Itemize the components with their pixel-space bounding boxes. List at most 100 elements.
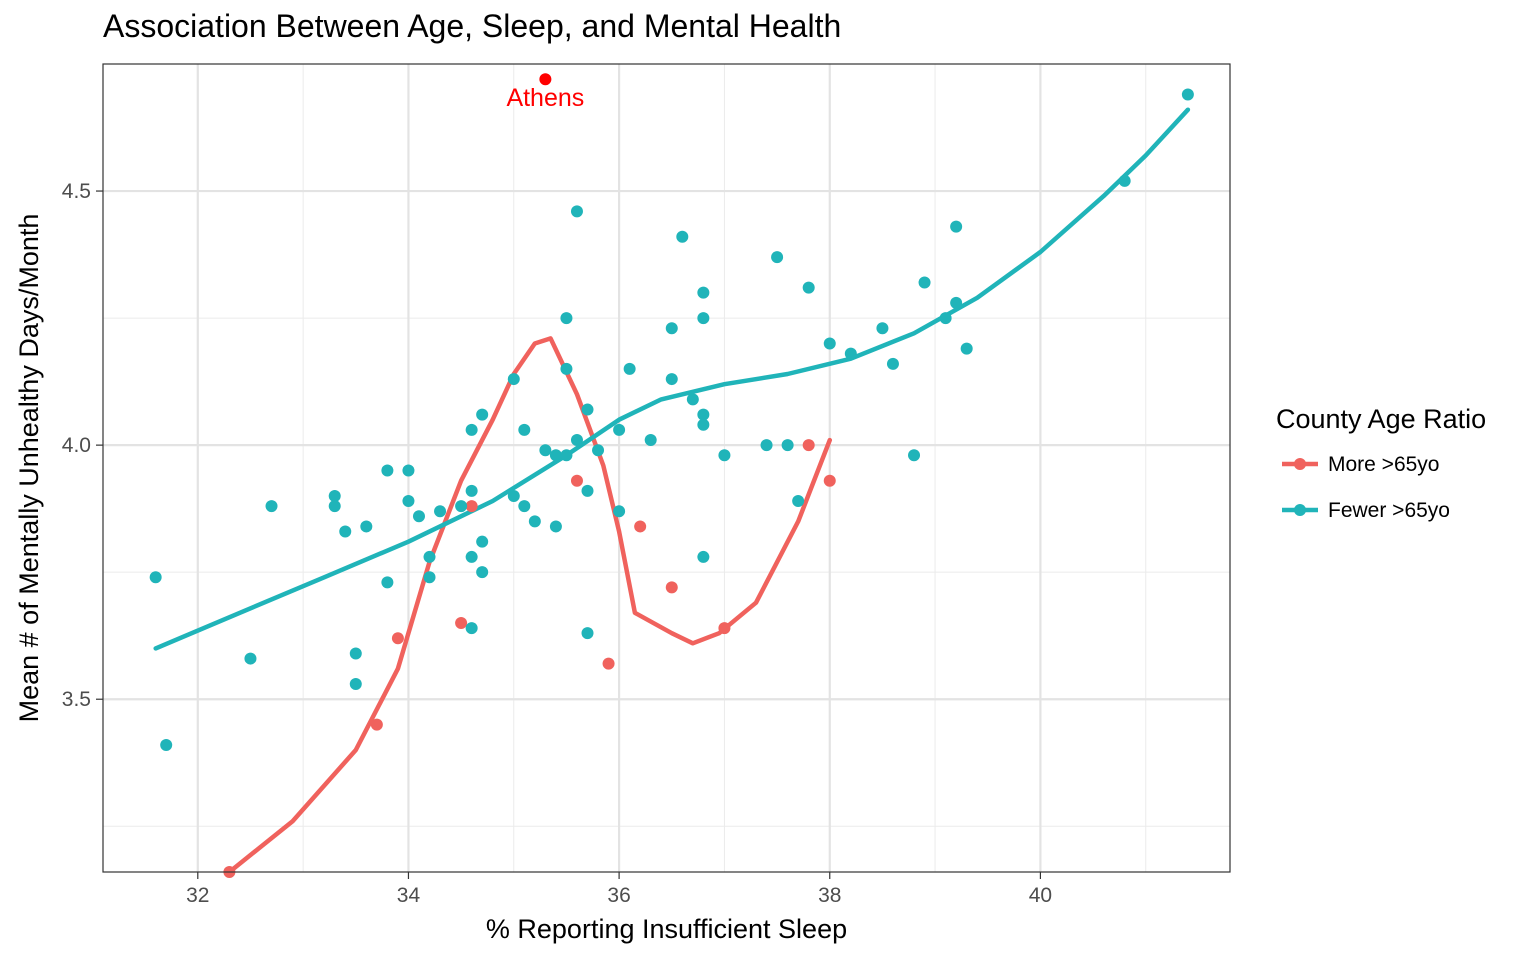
data-point: [465, 622, 478, 635]
data-point: [339, 525, 352, 538]
data-point: [581, 403, 594, 416]
data-point: [718, 622, 731, 635]
data-point: [908, 449, 921, 462]
smooth-lines: [153, 107, 1191, 875]
data-point: [455, 616, 468, 629]
data-point: [960, 342, 973, 355]
data-point: [455, 500, 468, 513]
data-point: [665, 322, 678, 335]
data-point: [349, 677, 362, 690]
data-point: [423, 571, 436, 584]
data-point: [518, 500, 531, 513]
data-point: [950, 220, 963, 233]
data-point: [360, 520, 373, 533]
data-point: [697, 312, 710, 325]
data-point: [402, 464, 415, 477]
data-point: [370, 718, 383, 731]
data-point: [412, 510, 425, 523]
y-tick-label: 4.0: [62, 434, 91, 457]
grid-minor: [103, 64, 1230, 872]
data-point: [876, 322, 889, 335]
y-axis: 3.5 4.0 4.5: [62, 180, 103, 711]
data-point: [665, 373, 678, 386]
data-point: [623, 362, 636, 375]
smooth-line: [153, 107, 1191, 651]
x-tick-label: 32: [186, 884, 209, 907]
data-point: [265, 500, 278, 513]
data-point: [581, 627, 594, 640]
data-point: [528, 515, 541, 528]
smooth-line: [227, 336, 833, 875]
data-point: [465, 423, 478, 436]
x-tick-label: 40: [1029, 884, 1052, 907]
data-point: [886, 357, 899, 370]
data-point: [950, 296, 963, 309]
data-point: [391, 632, 404, 645]
data-point: [539, 444, 552, 457]
x-tick-label: 36: [607, 884, 630, 907]
data-point: [570, 434, 583, 447]
x-axis-label: % Reporting Insufficient Sleep: [486, 914, 847, 944]
data-point: [381, 576, 394, 589]
data-point: [244, 652, 257, 665]
data-point: [465, 550, 478, 563]
data-point: [823, 474, 836, 487]
data-point: [602, 657, 615, 670]
data-point: [697, 286, 710, 299]
legend-item-label: Fewer >65yo: [1328, 499, 1450, 522]
data-point: [349, 647, 362, 660]
data-point: [549, 520, 562, 533]
highlight-annotation: Athens: [506, 73, 584, 112]
data-point: [560, 312, 573, 325]
legend-key-point: [1294, 458, 1306, 470]
data-point: [465, 500, 478, 513]
data-point: [560, 362, 573, 375]
legend-item-label: More >65yo: [1328, 453, 1439, 476]
y-axis-label: Mean # of Mentally Unhealthy Days/Month: [14, 214, 44, 723]
data-point: [802, 281, 815, 294]
data-point: [844, 347, 857, 360]
data-point: [328, 489, 341, 502]
legend: County Age Ratio More >65yo Fewer >65yo: [1276, 404, 1486, 522]
data-point: [581, 484, 594, 497]
plot-panel-border: [102, 63, 1231, 873]
data-point: [381, 464, 394, 477]
data-point: [939, 312, 952, 325]
data-point: [665, 581, 678, 594]
data-point: [686, 393, 699, 406]
data-point: [676, 230, 689, 243]
data-point: [644, 434, 657, 447]
data-point: [328, 500, 341, 513]
data-point: [613, 505, 626, 518]
grid-major: [103, 64, 1230, 872]
x-axis: 32 34 36 38 40: [186, 872, 1052, 907]
data-points: [149, 88, 1194, 878]
highlight-point: [539, 73, 552, 86]
data-point: [1118, 174, 1131, 187]
data-point: [592, 444, 605, 457]
data-point: [476, 535, 489, 548]
data-point: [507, 373, 520, 386]
data-point: [697, 550, 710, 563]
data-point: [634, 520, 647, 533]
highlight-label: Athens: [506, 84, 584, 112]
data-point: [507, 489, 520, 502]
data-point: [1181, 88, 1194, 101]
data-point: [465, 484, 478, 497]
data-point: [434, 505, 447, 518]
y-tick-label: 3.5: [62, 688, 91, 711]
data-point: [149, 571, 162, 584]
y-tick-label: 4.5: [62, 180, 91, 203]
data-point: [476, 566, 489, 579]
data-point: [823, 337, 836, 350]
data-point: [781, 439, 794, 452]
legend-title: County Age Ratio: [1276, 404, 1486, 434]
data-point: [718, 449, 731, 462]
data-point: [771, 251, 784, 264]
legend-key-point: [1294, 504, 1306, 516]
data-point: [918, 276, 931, 289]
data-point: [697, 418, 710, 431]
data-point: [423, 550, 436, 563]
data-point: [402, 495, 415, 508]
data-point: [549, 449, 562, 462]
